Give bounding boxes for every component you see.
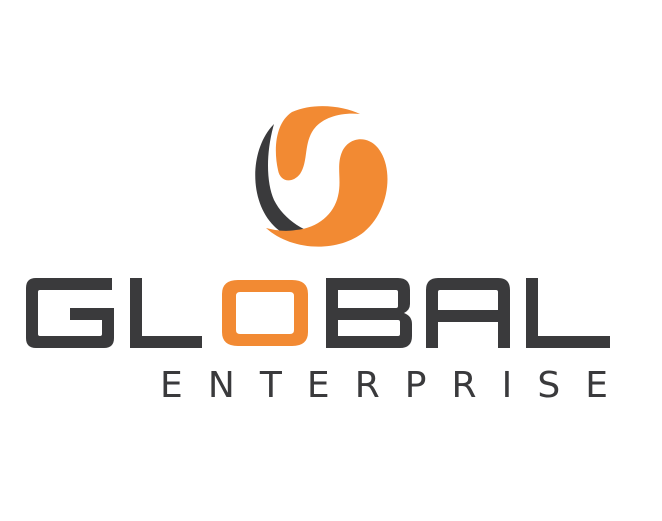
- brand-subtitle: ENTERPRISE: [160, 365, 608, 404]
- swirl-globe-icon: [255, 106, 388, 247]
- brand-wordmark: [26, 278, 610, 348]
- brand-subtitle-text: ENTERPRISE: [160, 365, 608, 404]
- brand-name: GLOBAL: [0, 0, 1, 1]
